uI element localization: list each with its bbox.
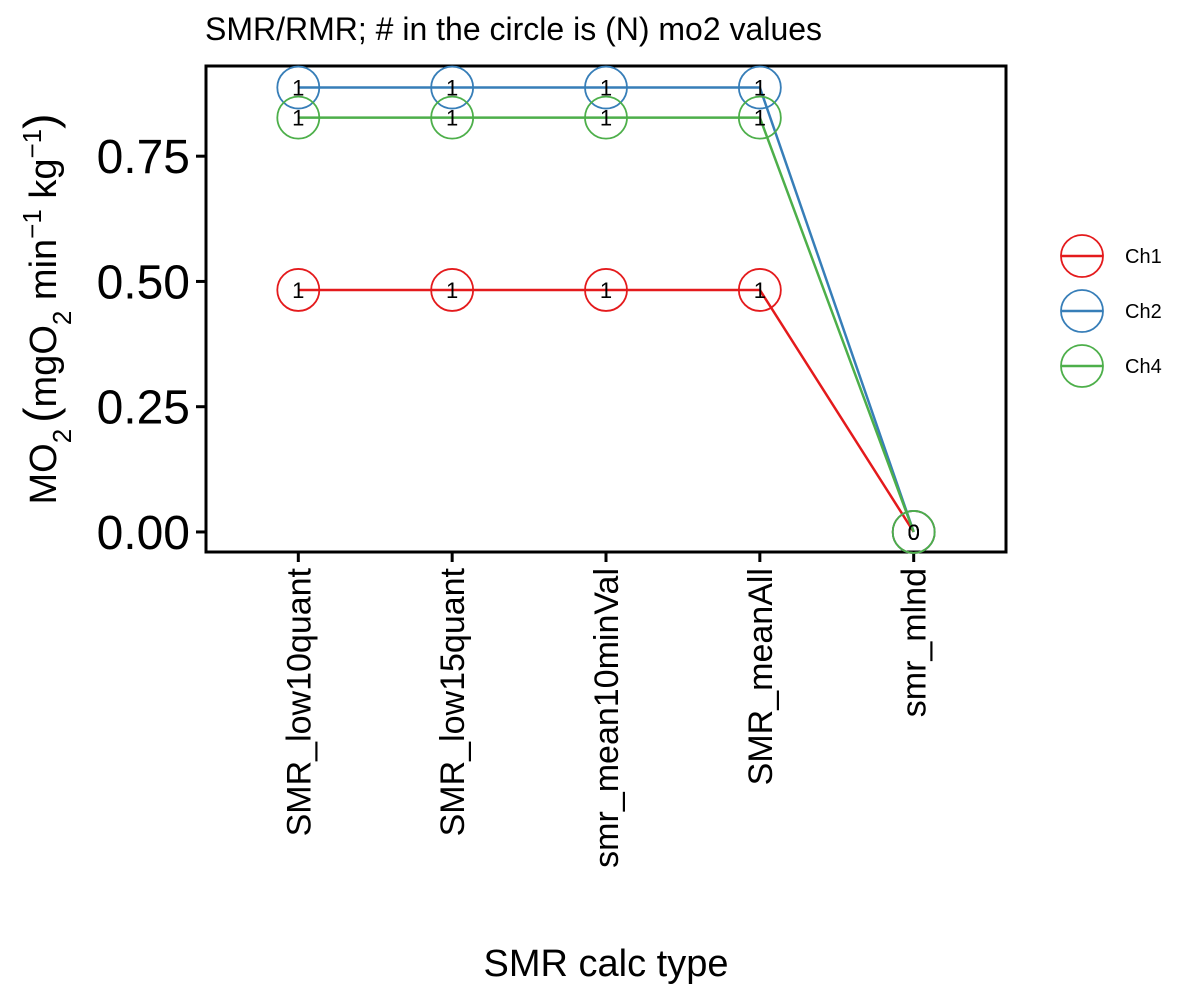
x-tick-label: smr_mean10minVal <box>588 568 626 868</box>
point-n-label: 1 <box>754 278 766 303</box>
legend-item-ch2: Ch2 <box>1060 289 1162 333</box>
y-label-sub-2: 2 <box>47 311 77 325</box>
y-label-base: MO <box>23 443 65 504</box>
y-label-sup-2: −1 <box>17 129 47 159</box>
x-axis-label: SMR calc type <box>484 943 729 985</box>
point-n-label: 1 <box>754 106 766 131</box>
data-point <box>276 65 321 110</box>
data-point <box>430 268 475 312</box>
series-ch4: 1 1 1 1 0 <box>276 95 936 554</box>
data-point <box>584 65 628 110</box>
y-tick-label: 0.25 <box>97 382 190 435</box>
point-n-label: 1 <box>754 76 766 101</box>
point-n-label: 1 <box>446 76 458 101</box>
y-label-paren-open: ( <box>14 407 66 423</box>
legend-item-ch1: Ch1 <box>1060 234 1162 278</box>
point-n-label: 1 <box>600 278 612 303</box>
data-point <box>276 95 321 140</box>
y-tick-label: 0.00 <box>97 507 190 560</box>
x-tick-label: SMR_low10quant <box>280 567 318 836</box>
legend-label: Ch1 <box>1125 246 1162 268</box>
x-tick-label: SMR_meanAll <box>742 568 780 785</box>
y-label-sub-1: 2 <box>47 429 77 443</box>
y-axis: 0.00 0.25 0.50 0.75 <box>97 131 206 560</box>
series-ch2: 1 1 1 1 0 <box>276 65 936 554</box>
data-point <box>276 268 321 312</box>
series-line <box>298 288 915 533</box>
y-label-paren-close: ) <box>14 114 66 129</box>
point-n-label: 1 <box>292 76 304 101</box>
x-axis: SMR_low10quant SMR_low15quant smr_mean10mi… <box>280 552 934 868</box>
x-tick-label: smr_mlnd <box>896 568 934 717</box>
y-label-unit-3: kg <box>23 158 65 209</box>
point-n-label: 1 <box>292 278 304 303</box>
legend: Ch1 Ch2 Ch4 <box>1060 234 1162 388</box>
data-point <box>737 65 782 110</box>
point-n-label: 1 <box>600 106 612 131</box>
data-point <box>737 268 782 312</box>
data-point <box>430 65 475 110</box>
series-layer: 1 1 1 101 1 1 101 1 1 10 <box>276 65 936 554</box>
y-tick-label: 0.50 <box>97 256 190 309</box>
data-point <box>891 510 936 554</box>
y-label-unit-2: min <box>23 239 65 311</box>
point-n-label: 0 <box>908 520 920 545</box>
point-n-label: 1 <box>600 76 612 101</box>
series-line <box>298 116 915 533</box>
legend-label: Ch2 <box>1125 301 1162 323</box>
data-point <box>737 95 782 140</box>
point-n-label: 1 <box>446 106 458 131</box>
data-point <box>430 95 475 140</box>
x-tick-label: SMR_low15quant <box>434 567 472 836</box>
legend-label: Ch4 <box>1125 356 1162 378</box>
y-label-sup-1: −1 <box>17 209 47 239</box>
point-n-label: 1 <box>292 106 304 131</box>
y-tick-label: 0.75 <box>97 131 190 184</box>
series-line <box>298 86 915 533</box>
y-axis-label: MO2(mgO2 min−1 kg−1) <box>14 114 77 505</box>
data-point <box>584 268 628 312</box>
data-point <box>584 95 628 140</box>
point-n-label: 1 <box>446 278 458 303</box>
legend-item-ch4: Ch4 <box>1060 344 1162 388</box>
chart-title: SMR/RMR; # in the circle is (N) mo2 valu… <box>205 11 822 47</box>
y-label-unit-1: mgO <box>23 325 65 407</box>
